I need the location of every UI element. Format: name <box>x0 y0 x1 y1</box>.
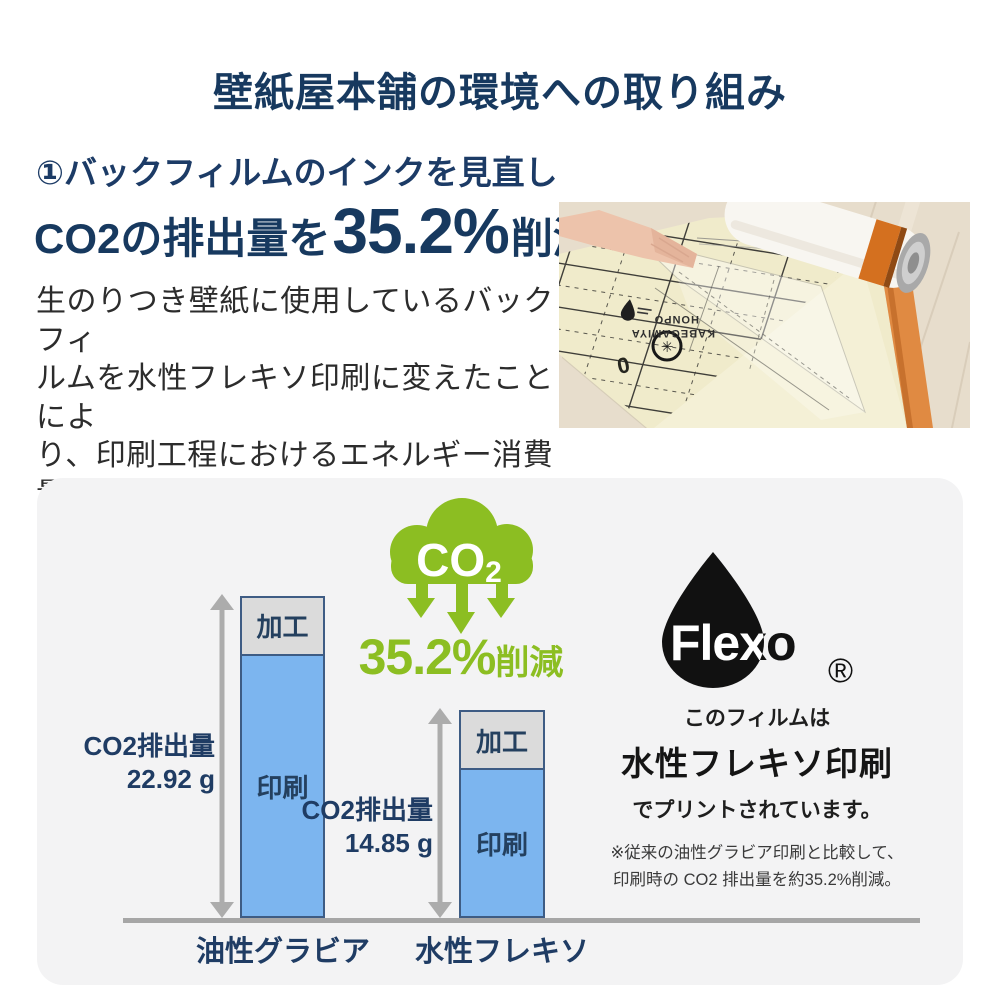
co2-icon-text: CO <box>416 534 485 586</box>
bar-oil-gravure: 加工 印刷 <box>240 595 325 918</box>
flexo-info-column: Flexo Flexo ® このフィルムは 水性フレキソ印刷 でプリントされてい… <box>547 550 967 894</box>
total-label-right: CO2排出量 14.85 g <box>301 795 433 858</box>
measure-arrow-left <box>210 593 234 918</box>
wallpaper-roll <box>724 202 931 293</box>
body-text-line: 生のりつき壁紙に使用しているバックフィ <box>36 285 554 357</box>
svg-text:Flexo: Flexo <box>670 615 796 671</box>
segment-label: 加工 <box>475 726 528 757</box>
ink-drop-icon <box>661 552 764 688</box>
flexo-drop-logo: Flexo Flexo ® <box>661 552 853 690</box>
bar-water-flexo: 加工 印刷 <box>459 710 545 918</box>
clear-film: ✳ KABEGAMIYA HONPO <box>631 237 874 420</box>
svg-text:CO2: CO2 <box>416 534 502 589</box>
roll-orange-band <box>858 219 902 287</box>
category-label-water-flexo: 水性フレキソ <box>414 936 590 968</box>
co2-icon-subscript: 2 <box>485 556 502 589</box>
bar-segment-processing: 加工 <box>240 595 325 656</box>
flexo-logo-text: Flexo <box>670 615 796 671</box>
film-brand-text: KABEGAMIYA <box>631 327 715 339</box>
co2-cloud-icon: CO2 <box>379 490 544 645</box>
film-emblem <box>651 330 683 362</box>
peeled-area <box>654 260 907 428</box>
body-text-line: ルムを水性フレキソ印刷に変えたことによ <box>36 362 554 434</box>
lead-percentage: 35.2% <box>332 195 509 267</box>
body-text-line: り、印刷工程におけるエネルギー消費量 <box>36 439 554 511</box>
registered-trademark-symbol: ® <box>828 652 853 690</box>
segment-label: 印刷 <box>475 829 528 860</box>
total-label-left: CO2排出量 22.92 g <box>83 731 215 794</box>
section-heading: ①バックフィルムのインクを見直し <box>36 154 558 191</box>
category-label-oil-gravure: 油性グラビア <box>195 936 371 968</box>
svg-text:✳: ✳ <box>661 339 674 356</box>
flexo-caption-line2: 水性フレキソ印刷 <box>621 745 893 782</box>
segment-label: 印刷 <box>256 772 309 803</box>
bar-segment-printing: 印刷 <box>459 768 545 918</box>
infographic-panel: 加工 印刷 加工 印刷 CO2排出量 22.92 g CO2排出量 14 <box>37 478 963 985</box>
flexo-footnote: ※従来の油性グラビア印刷と比較して、 印刷時の CO2 排出量を約35.2%削減… <box>610 844 904 889</box>
lead-statement: CO2の排出量を 35.2% 削減 <box>34 194 595 268</box>
printed-flexo-mark <box>620 299 652 321</box>
product-photo: 0 ✳ KABEGAMIYA HONPO <box>559 202 970 428</box>
measure-arrow-right <box>428 708 452 918</box>
page-title: 壁紙屋本舗の環境への取り組み <box>213 71 787 115</box>
segment-label: 加工 <box>256 612 309 643</box>
film-brand-text: HONPO <box>654 313 699 325</box>
bar-segment-printing: 印刷 <box>240 654 325 918</box>
lead-pre-text: CO2の排出量を <box>34 215 331 262</box>
bar-segment-processing: 加工 <box>459 710 545 771</box>
sheet-digit: 0 <box>615 352 632 379</box>
reduction-suffix: 削減 <box>495 644 564 682</box>
flexo-caption-line1: このフィルムは <box>683 707 831 730</box>
reduction-callout: 35.2% 削減 <box>359 628 564 686</box>
flexo-caption-line3: でプリントされています。 <box>632 799 882 822</box>
hand <box>559 210 697 268</box>
reduction-value: 35.2% <box>358 629 497 685</box>
chart-baseline <box>123 918 920 923</box>
